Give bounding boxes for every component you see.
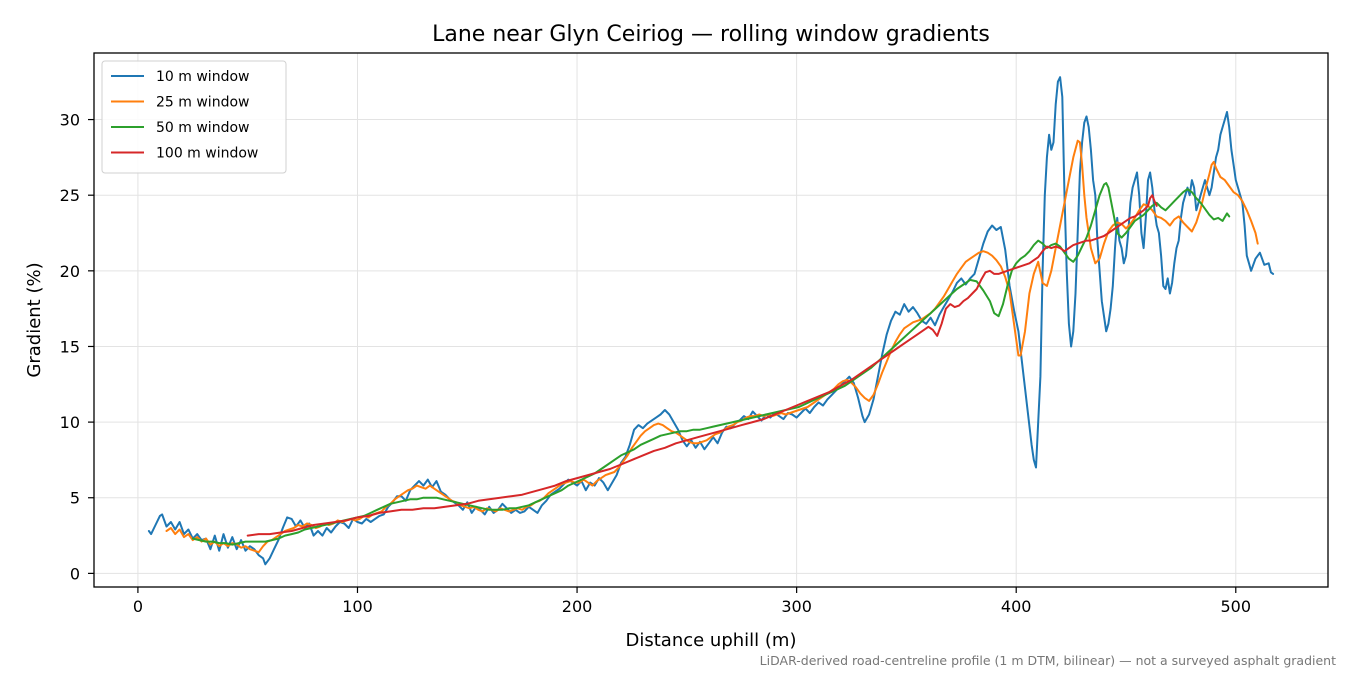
legend-box (101, 60, 287, 174)
x-tick-label: 0 (133, 597, 143, 616)
series-line-1 (147, 76, 1275, 566)
y-tick-label: 10 (60, 413, 80, 432)
grid (94, 53, 1328, 587)
y-tick-label: 25 (60, 186, 80, 205)
chart-title: Lane near Glyn Ceiriog — rolling window … (432, 22, 990, 47)
x-axis-label: Distance uphill (m) (626, 630, 797, 651)
legend-label: 100 m window (156, 146, 258, 162)
y-tick-label: 20 (60, 262, 80, 281)
y-tick-label: 30 (60, 111, 80, 130)
x-tick-label: 100 (342, 597, 373, 616)
legend: 10 m window 25 m window 50 m window 100 m w… (101, 60, 287, 174)
legend-label: 25 m window (156, 95, 249, 111)
axis-ticks: 0 100 200 300 400 500 0 5 10 15 20 25 30 (60, 111, 1251, 616)
x-tick-label: 300 (781, 597, 812, 616)
y-axis-label: Gradient (%) (24, 262, 45, 377)
x-tick-label: 200 (562, 597, 593, 616)
legend-label: 50 m window (156, 120, 249, 136)
plot-frame (93, 52, 1329, 588)
series-line-3 (191, 182, 1231, 546)
y-tick-label: 5 (70, 489, 80, 508)
legend-label: 10 m window (156, 69, 249, 85)
footnote: LiDAR-derived road-centreline profile (1… (760, 653, 1336, 668)
x-tick-label: 400 (1001, 597, 1032, 616)
series-line-4 (246, 194, 1158, 537)
series-layer (147, 76, 1275, 566)
y-tick-label: 15 (60, 337, 80, 356)
x-tick-label: 500 (1221, 597, 1252, 616)
y-tick-label: 0 (70, 564, 80, 583)
